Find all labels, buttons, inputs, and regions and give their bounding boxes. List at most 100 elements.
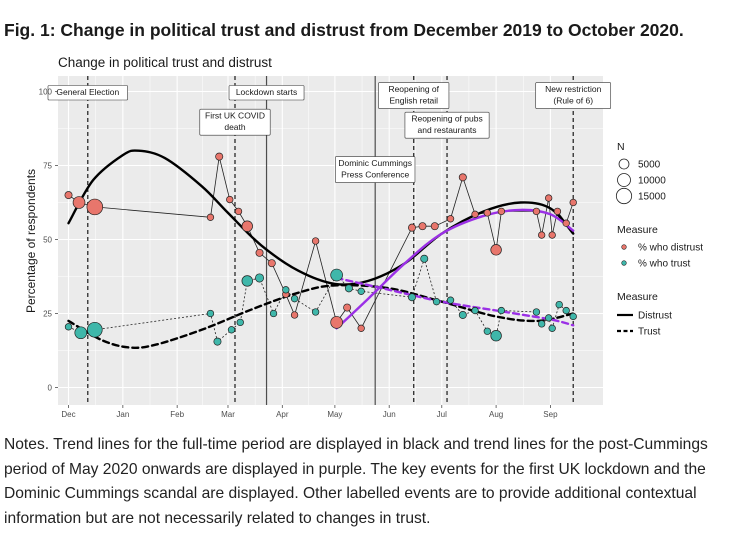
distrust-point bbox=[569, 198, 577, 207]
trust-point bbox=[420, 254, 429, 263]
legend-size-label: 15000 bbox=[638, 192, 666, 203]
y-tick-label: 50 bbox=[43, 236, 52, 245]
axes: 0 25 50 75 100 Dec Jan Feb Mar Apr May Jun Jul Aug Sep bbox=[39, 88, 558, 420]
distrust-point bbox=[330, 316, 343, 329]
trust-distrust-chart: Change in political trust and distrust G… bbox=[24, 55, 703, 420]
legend-measure-point-label: % who distrust bbox=[638, 243, 703, 254]
distrust-point bbox=[553, 207, 562, 216]
trust-point bbox=[344, 284, 353, 293]
trust-point bbox=[562, 306, 570, 315]
distrust-point bbox=[241, 220, 253, 232]
legend-size-circle bbox=[618, 158, 630, 170]
y-axis-label: Percentage of respondents bbox=[24, 169, 38, 313]
event-label: Reopening of pubs bbox=[411, 114, 482, 124]
trust-point bbox=[483, 327, 492, 335]
trust-point bbox=[282, 286, 290, 294]
trend-lines bbox=[67, 149, 575, 349]
x-tick-label: Aug bbox=[489, 410, 503, 419]
legend-size-circle bbox=[617, 173, 631, 187]
trust-point bbox=[311, 308, 320, 316]
x-tick-label: Jul bbox=[437, 410, 447, 419]
distrust-point bbox=[446, 215, 455, 223]
event-label: First UK COVID bbox=[205, 111, 265, 121]
trend-line-distrust bbox=[67, 149, 575, 286]
y-tick-label: 0 bbox=[48, 384, 53, 393]
trust-point bbox=[545, 314, 553, 322]
x-tick-label: Jan bbox=[116, 410, 129, 419]
legend-measure-point-key bbox=[621, 244, 627, 250]
legend-measure-point-key bbox=[621, 260, 627, 266]
distrust-point bbox=[471, 210, 479, 219]
distrust-point bbox=[86, 198, 104, 216]
event-label-box bbox=[404, 111, 490, 139]
event-label: and restaurants bbox=[417, 125, 476, 135]
x-tick-label: Apr bbox=[276, 410, 289, 419]
event-label-box bbox=[228, 85, 305, 101]
distrust-point bbox=[408, 223, 416, 232]
trust-point bbox=[74, 326, 88, 340]
distrust-point bbox=[497, 207, 506, 216]
distrust-point bbox=[234, 207, 243, 216]
distrust-point bbox=[267, 259, 276, 268]
distrust-point bbox=[343, 303, 352, 312]
distrust-point bbox=[255, 248, 264, 257]
distrust-point bbox=[490, 244, 502, 256]
trust-point bbox=[458, 311, 467, 319]
distrust-point bbox=[418, 222, 427, 231]
legend: N 5000 10000 15000 Measure % who distrust % wh… bbox=[615, 141, 703, 338]
y-tick-label: 25 bbox=[43, 310, 52, 319]
event-label: (Rule of 6) bbox=[553, 96, 593, 106]
x-tick-label: Feb bbox=[170, 410, 184, 419]
trust-point bbox=[538, 320, 546, 328]
distrust-point bbox=[430, 222, 439, 231]
legend-size-circle bbox=[615, 187, 633, 205]
distrust-point bbox=[483, 209, 492, 217]
trust-point bbox=[213, 337, 222, 346]
trust-point bbox=[471, 306, 479, 315]
trend-line-distrust-post-cummings bbox=[335, 208, 575, 330]
grid-lines bbox=[58, 76, 603, 405]
event-label: English retail bbox=[389, 96, 438, 106]
figure-title: Fig. 1: Change in political trust and di… bbox=[4, 20, 684, 40]
trust-point bbox=[408, 293, 416, 302]
event-label: Lockdown starts bbox=[236, 87, 297, 97]
distrust-point bbox=[532, 207, 541, 216]
trust-point bbox=[497, 306, 506, 315]
data-points bbox=[64, 152, 577, 346]
trust-point bbox=[569, 312, 577, 321]
distrust-point bbox=[206, 213, 215, 221]
distrust-point bbox=[562, 219, 570, 227]
y-tick-label: 100 bbox=[39, 88, 53, 97]
chart-title: Change in political trust and distrust bbox=[58, 55, 272, 70]
distrust-point bbox=[538, 231, 546, 239]
figure-notes: Notes. Trend lines for the full-time per… bbox=[4, 436, 708, 527]
event-label-box bbox=[47, 85, 128, 101]
trust-point bbox=[330, 268, 343, 282]
trust-point bbox=[490, 330, 502, 342]
event-label-box bbox=[199, 108, 271, 136]
trust-point bbox=[64, 323, 73, 331]
trust-point bbox=[241, 275, 253, 287]
event-label-box bbox=[378, 82, 450, 109]
event-label: Press Conference bbox=[341, 170, 409, 180]
trust-point bbox=[446, 296, 455, 304]
x-tick-label: Dec bbox=[61, 410, 75, 419]
distrust-point bbox=[357, 324, 365, 332]
distrust-point bbox=[311, 237, 320, 245]
y-tick-label: 75 bbox=[43, 162, 52, 171]
trend-line-trust bbox=[67, 283, 575, 349]
distrust-point bbox=[226, 195, 234, 204]
trust-point bbox=[432, 297, 441, 306]
legend-size-label: 5000 bbox=[638, 160, 661, 171]
trust-point bbox=[255, 273, 265, 283]
trust-point bbox=[236, 318, 244, 327]
distrust-point bbox=[215, 152, 224, 161]
legend-size-title: N bbox=[617, 141, 625, 153]
trust-point bbox=[227, 326, 236, 334]
distrust-point bbox=[458, 173, 467, 182]
trust-point bbox=[86, 321, 103, 338]
legend-measure-line-label: Distrust bbox=[638, 311, 672, 322]
trust-point bbox=[269, 309, 278, 318]
trust-point bbox=[532, 308, 541, 316]
